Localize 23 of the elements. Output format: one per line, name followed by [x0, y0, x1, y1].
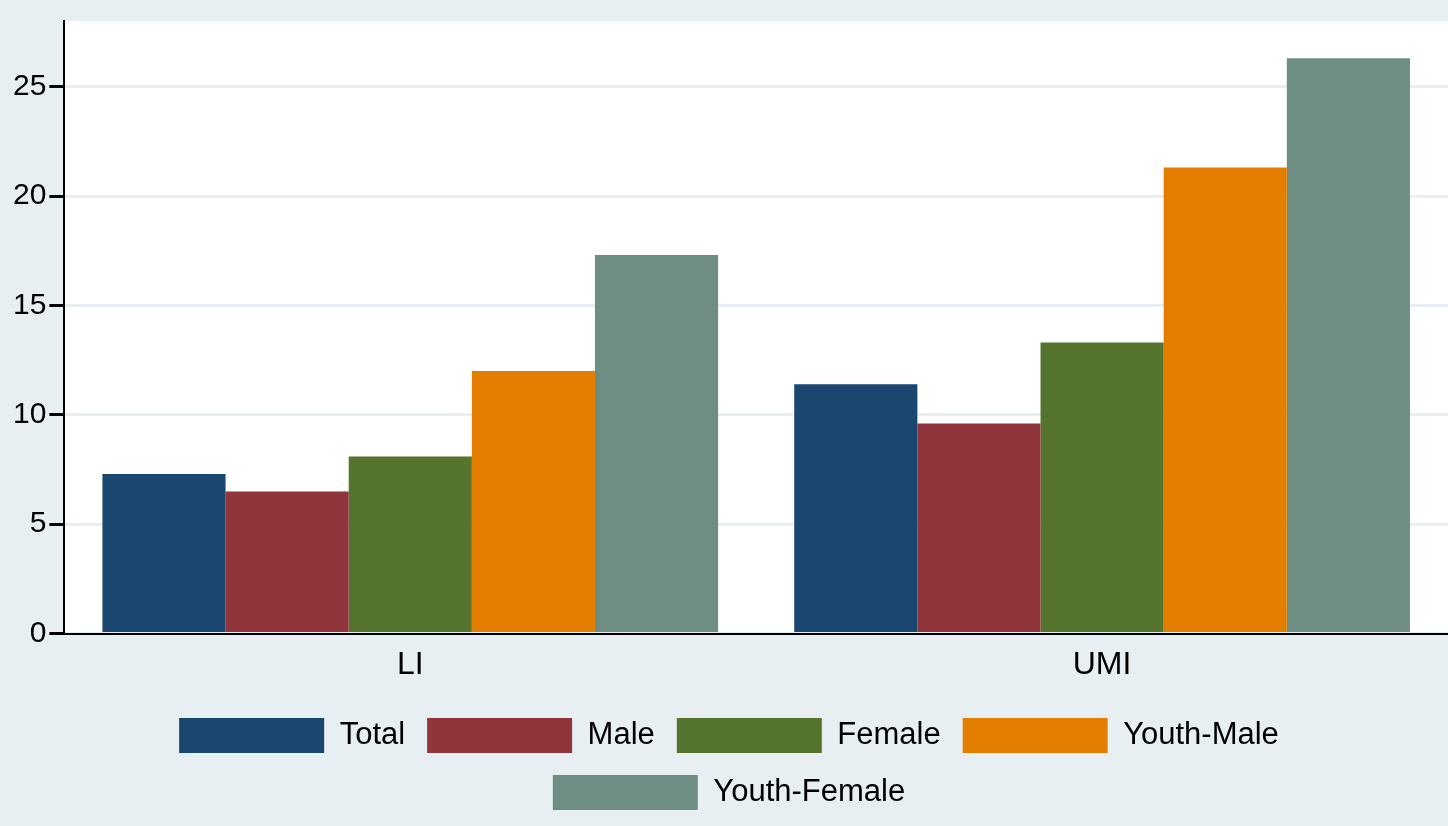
y-tick-label: 5 [29, 505, 47, 539]
legend-label: Male [587, 716, 655, 752]
y-tick-label: 25 [12, 67, 47, 101]
bar [1040, 342, 1164, 633]
y-tick-label: 10 [12, 396, 47, 430]
y-tick-label: 0 [29, 614, 47, 648]
bar [471, 371, 595, 633]
bar [102, 473, 226, 633]
x-tick-label: LI [396, 644, 424, 681]
bar [225, 491, 349, 633]
legend-label: Total [339, 716, 406, 752]
bar [1286, 58, 1410, 633]
legend-label: Female [837, 716, 941, 752]
x-tick-label: UMI [1072, 644, 1132, 681]
bar [1163, 167, 1287, 633]
bar [594, 255, 719, 633]
bar [794, 384, 918, 633]
y-tick-label: 15 [12, 286, 47, 320]
y-tick-label: 20 [12, 177, 47, 211]
legend-label: Youth-Female [713, 773, 906, 809]
bar [348, 456, 472, 633]
legend-label: Youth-Male [1123, 716, 1279, 752]
bar [917, 423, 1041, 633]
